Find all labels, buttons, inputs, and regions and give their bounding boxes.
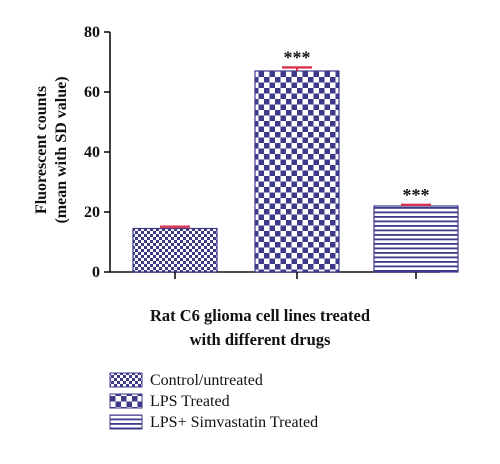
bar-3 bbox=[373, 205, 459, 273]
y-axis-title-line-2: (mean with SD value) bbox=[53, 76, 70, 223]
bar-1 bbox=[132, 227, 218, 273]
significance-annotation: *** bbox=[403, 185, 430, 205]
y-axis-ticks: 0 20 40 60 80 bbox=[84, 24, 110, 281]
y-tick-label: 40 bbox=[84, 144, 100, 161]
bar-series: *** *** bbox=[132, 47, 459, 273]
x-axis-title-line-2: with different drugs bbox=[190, 330, 331, 349]
y-axis-title-line-1: Fluorescent counts bbox=[33, 86, 50, 214]
x-axis-ticks bbox=[174, 272, 417, 279]
legend-swatch-3 bbox=[109, 414, 143, 430]
y-tick-label: 80 bbox=[84, 24, 100, 41]
y-tick-label: 20 bbox=[84, 204, 100, 221]
legend-label-2: LPS Treated bbox=[150, 393, 230, 410]
bar-2 bbox=[254, 70, 340, 273]
y-tick-label: 60 bbox=[84, 84, 100, 101]
x-axis-title-line-1: Rat C6 glioma cell lines treated bbox=[150, 306, 370, 325]
legend-swatch-2 bbox=[109, 393, 143, 409]
legend-swatch-1 bbox=[109, 372, 143, 388]
y-axis-title: Fluorescent counts (mean with SD value) bbox=[33, 76, 70, 223]
legend: Control/untreated LPS Treated LPS+ Simvast… bbox=[109, 372, 318, 431]
legend-label-1: Control/untreated bbox=[150, 372, 263, 389]
legend-label-3: LPS+ Simvastatin Treated bbox=[150, 414, 318, 431]
significance-annotation: *** bbox=[284, 47, 311, 67]
y-tick-label: 0 bbox=[92, 264, 100, 281]
